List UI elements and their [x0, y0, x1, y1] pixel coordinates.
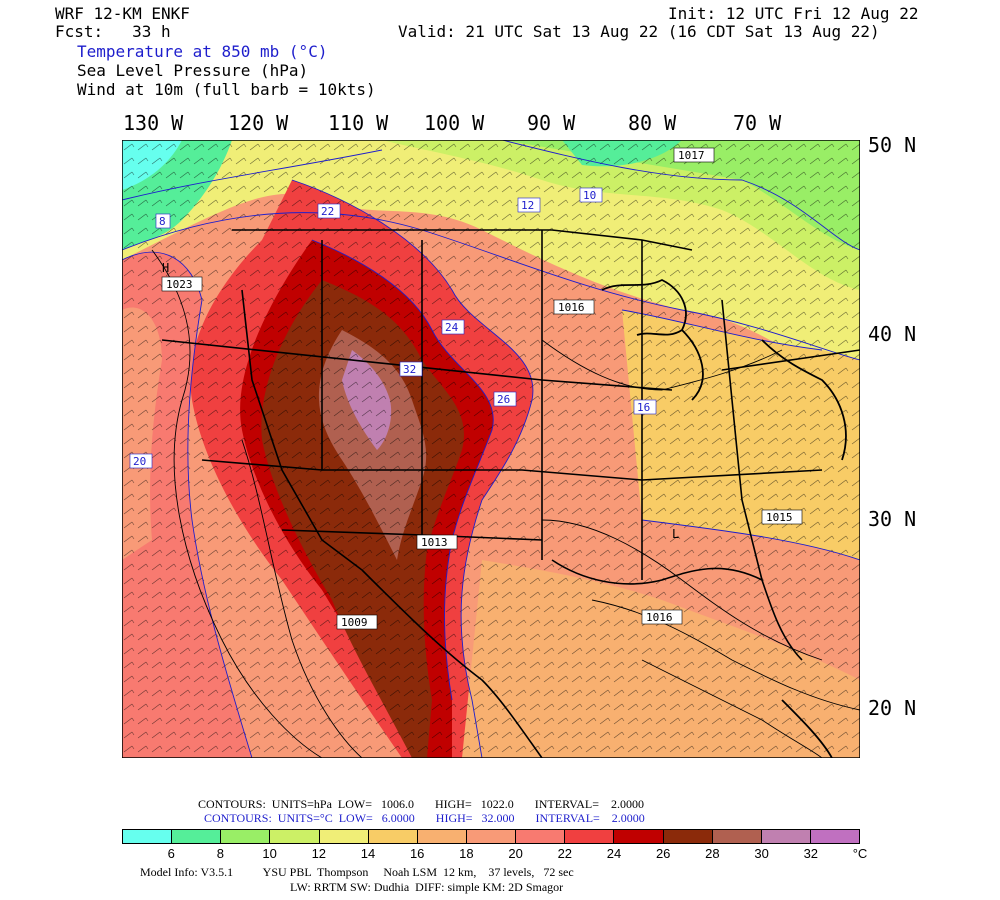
slp-label-southeast: 1015: [766, 511, 793, 524]
colorbar-swatch: [417, 830, 467, 843]
model-info: Model Info: V3.5.1 YSU PBL Thompson Noah…: [140, 865, 574, 879]
colorbar-tick-label: 32: [803, 846, 819, 861]
lat-label-50n: 50 N: [868, 133, 917, 157]
colorbar-tick-label: 8: [216, 846, 225, 861]
high-center-marker: H: [162, 261, 169, 275]
model-title: WRF 12-KM ENKF: [55, 4, 190, 23]
colorbar-swatch: [810, 830, 860, 843]
slp-label-texas: 1013: [421, 536, 448, 549]
colorbar-tick-label: 30: [754, 846, 769, 861]
colorbar-tick-label: 24: [606, 846, 622, 861]
temp-label-12: 12: [521, 199, 534, 212]
colorbar-swatch: [221, 830, 271, 843]
colorbar-tick-label: 26: [655, 846, 671, 861]
temp-label-20: 20: [133, 455, 146, 468]
colorbar-swatch: [761, 830, 811, 843]
temp-label-24: 24: [445, 321, 459, 334]
colorbar-swatch: [172, 830, 222, 843]
temp-label-22: 22: [321, 205, 334, 218]
slp-contour-info: CONTOURS: UNITS=hPa LOW= 1006.0 HIGH= 10…: [198, 797, 644, 811]
temp-contour-info: CONTOURS: UNITS=°C LOW= 6.0000 HIGH= 32.…: [204, 811, 645, 825]
low-center-marker: L: [672, 527, 679, 541]
colorbar-tick-label: 22: [557, 846, 573, 861]
field-wind-label: Wind at 10m (full barb = 10kts): [77, 80, 376, 99]
lon-label-110w: 110 W: [328, 111, 389, 135]
lon-label-120w: 120 W: [228, 111, 289, 135]
lat-label-40n: 40 N: [868, 322, 917, 346]
colorbar-swatch: [663, 830, 713, 843]
lon-label-130w: 130 W: [123, 111, 184, 135]
colorbar-tick-label: 20: [508, 846, 523, 861]
state-borders: [161, 229, 860, 758]
colorbar-swatch: [466, 830, 517, 843]
slp-label-greatlakes: 1016: [558, 301, 585, 314]
valid-time: Valid: 21 UTC Sat 13 Aug 22 (16 CDT Sat …: [398, 22, 880, 41]
isotherm-lines: [122, 140, 860, 758]
colorbar-swatch: [270, 830, 320, 843]
colorbar-tick-label: 14: [360, 846, 376, 861]
lat-label-20n: 20 N: [868, 696, 917, 720]
colorbar-tick-label: 12: [311, 846, 327, 861]
field-temperature-label: Temperature at 850 mb (°C): [77, 42, 328, 61]
init-time: Init: 12 UTC Fri 12 Aug 22: [668, 4, 919, 23]
lon-label-70w: 70 W: [733, 111, 782, 135]
colorbar-swatch: [368, 830, 418, 843]
colorbar-swatch: [565, 830, 615, 843]
slp-label-gulf: 1016: [646, 611, 673, 624]
coastlines: [601, 278, 847, 758]
lat-label-30n: 30 N: [868, 507, 917, 531]
colorbar-swatch: [614, 830, 664, 843]
colorbar-tick-label: 18: [459, 846, 474, 861]
colorbar-tick-label: °C: [852, 846, 868, 861]
colorbar-swatch: [516, 830, 566, 843]
temperature-labels: 8 10 12 16 20 22 24 26 32: [129, 187, 657, 469]
physics-info: LW: RRTM SW: Dudhia DIFF: simple KM: 2D …: [290, 880, 564, 894]
lon-label-100w: 100 W: [424, 111, 485, 135]
colorbar-tick-label: 28: [705, 846, 720, 861]
colorbar-tick-label: 6: [167, 846, 175, 861]
temp-label-32: 32: [403, 363, 416, 376]
field-pressure-label: Sea Level Pressure (hPa): [77, 61, 309, 80]
slp-label-nw-high: 1023: [166, 278, 193, 291]
forecast-hour: Fcst: 33 h: [55, 22, 171, 41]
temp-label-26: 26: [497, 393, 510, 406]
lon-label-80w: 80 W: [628, 111, 677, 135]
lon-label-90w: 90 W: [527, 111, 576, 135]
slp-label-mexico: 1009: [341, 616, 368, 629]
weather-map: 1017 1016 1015 1013 1016 1009 1023 H L 8…: [122, 140, 860, 758]
colorbar-swatch: [712, 830, 762, 843]
slp-label-north: 1017: [678, 149, 705, 162]
temperature-colorbar: [122, 829, 860, 844]
temp-label-10: 10: [583, 189, 596, 202]
temp-label-8: 8: [159, 215, 166, 228]
colorbar-tick-label: 16: [409, 846, 425, 861]
colorbar-tick-label: 10: [262, 846, 277, 861]
pressure-labels: 1017 1016 1015 1013 1016 1009 1023 H L: [161, 147, 803, 630]
colorbar-swatch: [319, 830, 369, 843]
temp-label-16: 16: [637, 401, 650, 414]
colorbar-swatch: [123, 830, 173, 843]
